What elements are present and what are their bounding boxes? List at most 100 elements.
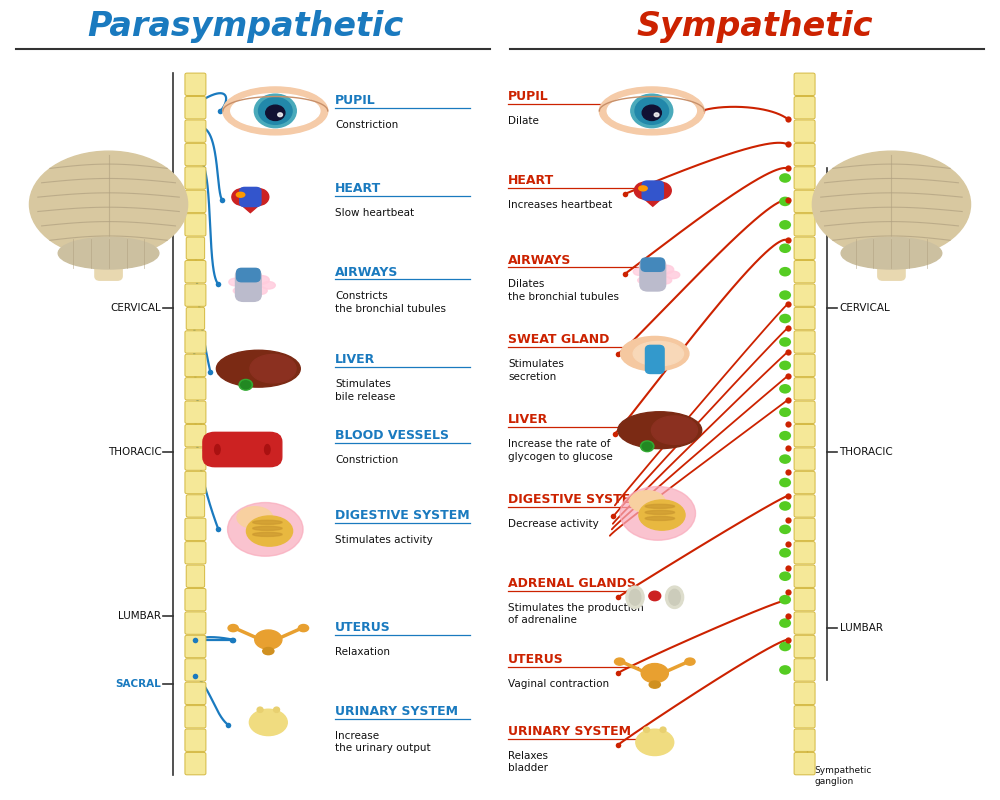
- Ellipse shape: [599, 87, 704, 135]
- Text: THORACIC: THORACIC: [840, 447, 893, 457]
- FancyBboxPatch shape: [794, 378, 815, 400]
- FancyBboxPatch shape: [794, 73, 815, 95]
- FancyBboxPatch shape: [794, 330, 815, 353]
- Ellipse shape: [633, 342, 684, 366]
- Ellipse shape: [615, 658, 625, 666]
- Circle shape: [779, 618, 791, 628]
- FancyBboxPatch shape: [185, 120, 206, 142]
- FancyBboxPatch shape: [185, 471, 206, 494]
- Ellipse shape: [649, 681, 660, 688]
- Ellipse shape: [237, 506, 273, 529]
- Ellipse shape: [228, 625, 238, 632]
- FancyBboxPatch shape: [794, 518, 815, 541]
- Text: LIVER: LIVER: [508, 414, 548, 426]
- FancyBboxPatch shape: [185, 425, 206, 447]
- FancyBboxPatch shape: [185, 330, 206, 353]
- Text: Decrease activity: Decrease activity: [508, 519, 599, 529]
- Ellipse shape: [639, 186, 647, 191]
- Text: AIRWAYS: AIRWAYS: [335, 266, 399, 278]
- Ellipse shape: [669, 590, 680, 605]
- Text: LUMBAR: LUMBAR: [118, 610, 161, 621]
- FancyBboxPatch shape: [794, 120, 815, 142]
- FancyBboxPatch shape: [794, 307, 815, 330]
- FancyBboxPatch shape: [794, 658, 815, 681]
- Ellipse shape: [640, 441, 654, 452]
- Circle shape: [631, 94, 673, 128]
- FancyBboxPatch shape: [240, 187, 261, 206]
- Circle shape: [779, 384, 791, 394]
- FancyBboxPatch shape: [185, 73, 206, 95]
- Ellipse shape: [812, 151, 971, 258]
- Text: LUMBAR: LUMBAR: [840, 622, 883, 633]
- Circle shape: [779, 314, 791, 323]
- Ellipse shape: [215, 445, 220, 454]
- FancyBboxPatch shape: [794, 635, 815, 658]
- Ellipse shape: [620, 486, 696, 540]
- FancyBboxPatch shape: [794, 284, 815, 306]
- FancyBboxPatch shape: [186, 237, 205, 259]
- Circle shape: [248, 189, 269, 206]
- Ellipse shape: [666, 271, 680, 278]
- Circle shape: [779, 642, 791, 651]
- Ellipse shape: [641, 663, 668, 682]
- Circle shape: [779, 478, 791, 487]
- Ellipse shape: [233, 287, 245, 294]
- Ellipse shape: [253, 532, 282, 537]
- Ellipse shape: [265, 445, 270, 454]
- Ellipse shape: [246, 516, 293, 546]
- Text: Constriction: Constriction: [335, 455, 398, 465]
- Text: Parasympathetic: Parasympathetic: [87, 10, 403, 42]
- Ellipse shape: [685, 658, 695, 666]
- Ellipse shape: [223, 87, 328, 135]
- Ellipse shape: [249, 710, 287, 735]
- Ellipse shape: [255, 630, 282, 649]
- FancyBboxPatch shape: [185, 143, 206, 166]
- Circle shape: [779, 571, 791, 581]
- Circle shape: [779, 243, 791, 253]
- FancyBboxPatch shape: [794, 237, 815, 259]
- FancyBboxPatch shape: [185, 706, 206, 728]
- FancyBboxPatch shape: [185, 635, 206, 658]
- Text: LIVER: LIVER: [335, 354, 375, 366]
- Ellipse shape: [607, 94, 696, 128]
- Polygon shape: [234, 198, 267, 213]
- Ellipse shape: [263, 647, 274, 654]
- Circle shape: [232, 189, 253, 206]
- Ellipse shape: [658, 277, 672, 284]
- Text: Increase the rate of
glycogen to glucose: Increase the rate of glycogen to glucose: [508, 439, 613, 462]
- Ellipse shape: [216, 350, 300, 387]
- FancyBboxPatch shape: [794, 729, 815, 751]
- Ellipse shape: [665, 586, 684, 609]
- Text: SACRAL: SACRAL: [116, 678, 161, 689]
- Circle shape: [634, 182, 656, 199]
- Ellipse shape: [228, 502, 303, 556]
- Ellipse shape: [257, 707, 263, 712]
- FancyBboxPatch shape: [878, 248, 905, 280]
- Circle shape: [779, 665, 791, 674]
- FancyBboxPatch shape: [185, 284, 206, 306]
- Ellipse shape: [250, 354, 296, 383]
- FancyBboxPatch shape: [95, 248, 122, 280]
- FancyBboxPatch shape: [794, 354, 815, 377]
- Circle shape: [779, 525, 791, 534]
- FancyBboxPatch shape: [794, 706, 815, 728]
- Ellipse shape: [644, 727, 650, 732]
- Text: AIRWAYS: AIRWAYS: [508, 254, 571, 266]
- Ellipse shape: [621, 337, 689, 371]
- Text: CRANIAL: CRANIAL: [111, 179, 161, 190]
- Ellipse shape: [645, 504, 675, 508]
- Ellipse shape: [262, 282, 275, 289]
- Circle shape: [278, 113, 283, 117]
- Ellipse shape: [236, 192, 245, 198]
- Ellipse shape: [274, 707, 280, 712]
- Text: PUPIL: PUPIL: [335, 94, 376, 107]
- FancyBboxPatch shape: [186, 494, 205, 517]
- FancyBboxPatch shape: [794, 448, 815, 470]
- Text: Increases heartbeat: Increases heartbeat: [508, 199, 612, 210]
- Circle shape: [779, 431, 791, 441]
- Ellipse shape: [254, 275, 269, 284]
- FancyBboxPatch shape: [185, 658, 206, 681]
- Text: Slow heartbeat: Slow heartbeat: [335, 207, 414, 218]
- FancyBboxPatch shape: [185, 518, 206, 541]
- Ellipse shape: [633, 268, 645, 275]
